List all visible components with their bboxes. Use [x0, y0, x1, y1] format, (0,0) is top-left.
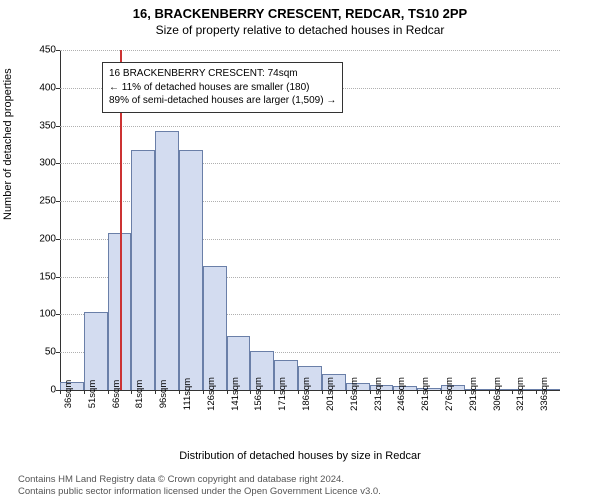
x-tick-mark — [393, 390, 394, 394]
x-tick-mark — [108, 390, 109, 394]
chart-title: 16, BRACKENBERRY CRESCENT, REDCAR, TS10 … — [0, 0, 600, 21]
y-tick-label: 100 — [16, 309, 56, 320]
y-tick-label: 250 — [16, 196, 56, 207]
x-tick-mark — [465, 390, 466, 394]
y-tick-label: 0 — [16, 385, 56, 396]
x-tick-mark — [536, 390, 537, 394]
histogram-bar — [131, 150, 155, 390]
y-tick-mark — [56, 88, 60, 89]
x-tick-label: 291sqm — [468, 377, 479, 411]
footer-line-2: Contains public sector information licen… — [18, 486, 381, 498]
histogram-bar — [203, 266, 227, 390]
annotation-line-3: 89% of semi-detached houses are larger (… — [109, 94, 336, 108]
y-tick-mark — [56, 163, 60, 164]
annotation-line-1: 16 BRACKENBERRY CRESCENT: 74sqm — [109, 67, 336, 81]
x-tick-mark — [203, 390, 204, 394]
x-tick-label: 216sqm — [349, 377, 360, 411]
annotation-box: 16 BRACKENBERRY CRESCENT: 74sqm← 11% of … — [102, 62, 343, 113]
y-tick-mark — [56, 201, 60, 202]
grid-line — [60, 50, 560, 51]
x-axis-label: Distribution of detached houses by size … — [0, 450, 600, 462]
x-tick-label: 186sqm — [301, 377, 312, 411]
y-axis-line — [60, 50, 61, 390]
x-tick-label: 171sqm — [277, 377, 288, 411]
x-tick-label: 246sqm — [396, 377, 407, 411]
y-tick-label: 400 — [16, 82, 56, 93]
x-tick-mark — [346, 390, 347, 394]
chart-subtitle: Size of property relative to detached ho… — [0, 21, 600, 37]
plot-area: 05010015020025030035040045036sqm51sqm66s… — [60, 50, 560, 390]
x-tick-label: 111sqm — [182, 378, 193, 410]
x-tick-label: 276sqm — [444, 377, 455, 411]
x-tick-mark — [322, 390, 323, 394]
x-tick-mark — [417, 390, 418, 394]
y-tick-label: 300 — [16, 158, 56, 169]
y-tick-mark — [56, 352, 60, 353]
y-tick-mark — [56, 50, 60, 51]
x-tick-label: 81sqm — [134, 380, 145, 409]
x-tick-mark — [489, 390, 490, 394]
x-tick-label: 156sqm — [253, 377, 264, 411]
footer-attribution: Contains HM Land Registry data © Crown c… — [18, 474, 381, 498]
y-tick-mark — [56, 277, 60, 278]
annotation-line-2: ← 11% of detached houses are smaller (18… — [109, 81, 336, 95]
x-tick-mark — [179, 390, 180, 394]
x-tick-label: 36sqm — [63, 380, 74, 409]
x-tick-label: 141sqm — [230, 377, 241, 411]
x-tick-mark — [512, 390, 513, 394]
x-tick-label: 126sqm — [206, 377, 217, 411]
x-tick-mark — [84, 390, 85, 394]
chart-container: 16, BRACKENBERRY CRESCENT, REDCAR, TS10 … — [0, 0, 600, 500]
y-tick-mark — [56, 126, 60, 127]
x-tick-label: 231sqm — [373, 377, 384, 411]
x-tick-mark — [250, 390, 251, 394]
x-tick-mark — [227, 390, 228, 394]
y-tick-label: 150 — [16, 271, 56, 282]
x-tick-mark — [274, 390, 275, 394]
x-tick-mark — [370, 390, 371, 394]
x-tick-mark — [131, 390, 132, 394]
grid-line — [60, 126, 560, 127]
x-tick-label: 96sqm — [158, 380, 169, 409]
x-tick-mark — [60, 390, 61, 394]
x-tick-label: 51sqm — [87, 380, 98, 409]
y-tick-label: 200 — [16, 233, 56, 244]
y-tick-label: 50 — [16, 347, 56, 358]
y-axis-label: Number of detached properties — [2, 68, 14, 220]
y-tick-mark — [56, 314, 60, 315]
x-tick-mark — [441, 390, 442, 394]
x-tick-label: 261sqm — [420, 377, 431, 411]
x-tick-mark — [298, 390, 299, 394]
x-tick-label: 201sqm — [325, 377, 336, 411]
x-tick-label: 321sqm — [515, 377, 526, 411]
footer-line-1: Contains HM Land Registry data © Crown c… — [18, 474, 381, 486]
x-tick-label: 336sqm — [539, 377, 550, 411]
y-tick-label: 450 — [16, 45, 56, 56]
histogram-bar — [155, 131, 179, 390]
histogram-bar — [179, 150, 203, 390]
x-tick-label: 306sqm — [492, 377, 503, 411]
y-tick-mark — [56, 239, 60, 240]
y-tick-label: 350 — [16, 120, 56, 131]
x-tick-mark — [155, 390, 156, 394]
